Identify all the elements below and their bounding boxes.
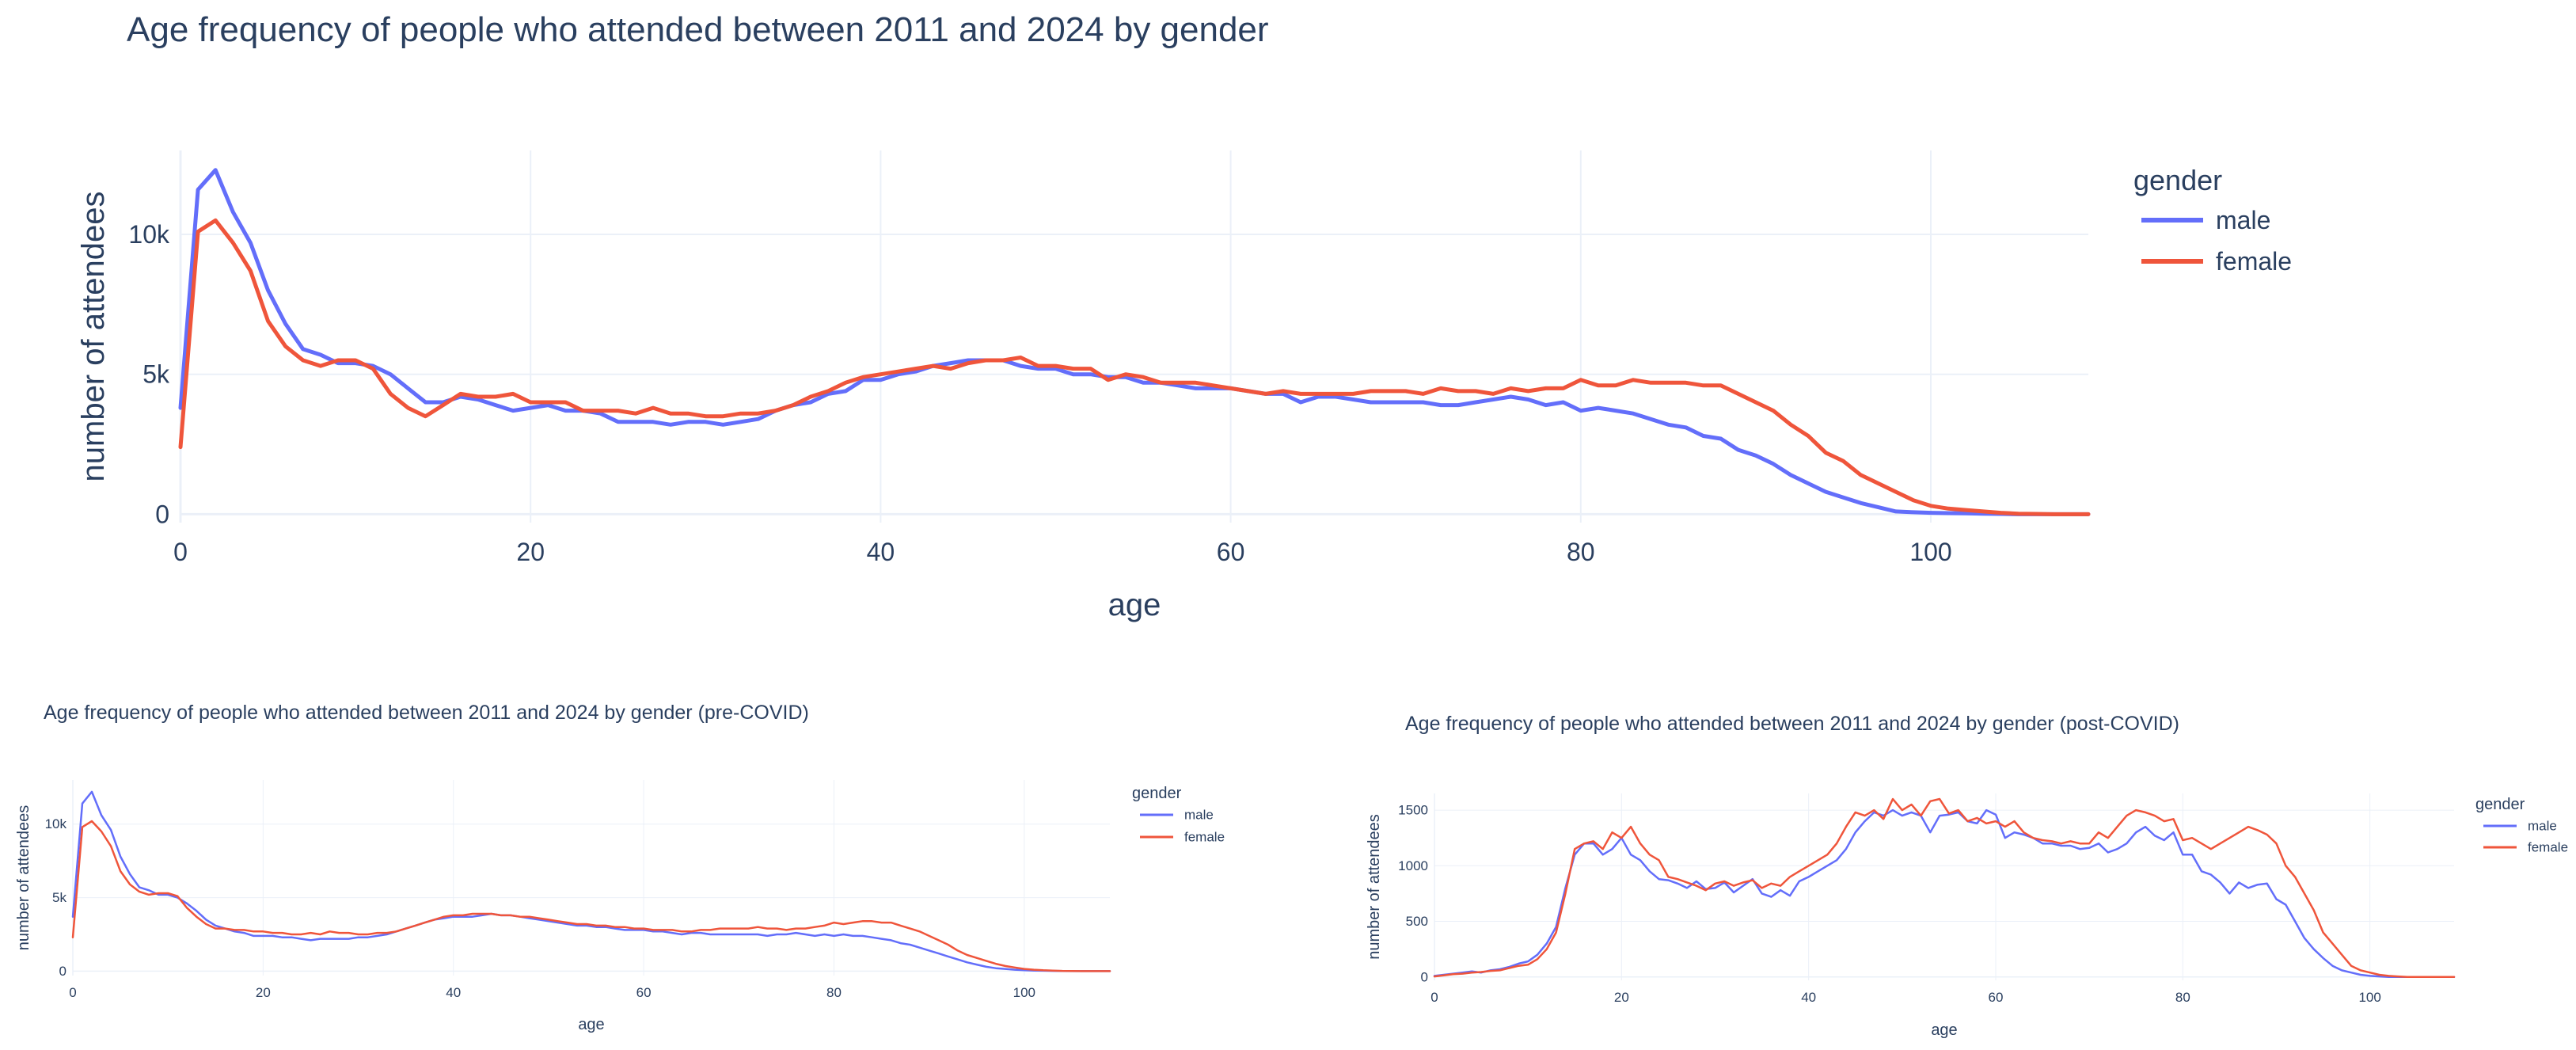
chart-title-post: Age frequency of people who attended bet… [1405, 713, 2179, 735]
y-tick-label: 5k [142, 360, 170, 389]
x-tick-label: 0 [69, 985, 76, 1000]
x-tick-label: 80 [1567, 538, 1595, 566]
x-tick-label: 20 [516, 538, 545, 566]
legend-item-female[interactable]: female [2483, 840, 2568, 855]
x-tick-label: 0 [173, 538, 188, 566]
y-axis-title: number of attendees [76, 192, 111, 482]
legend-label-male: male [1184, 808, 1214, 823]
legend-label-male: male [2216, 206, 2270, 234]
x-tick-label: 100 [1909, 538, 1951, 566]
x-axis-title: age [578, 1016, 604, 1033]
plot-area [73, 780, 1110, 976]
plot-area [1434, 793, 2454, 980]
y-tick-label: 10k [128, 220, 170, 249]
x-tick-label: 80 [826, 985, 842, 1000]
y-tick-label: 0 [1421, 969, 1428, 984]
chart-overall: 0 20 40 60 80 100 0 5k 10k age number of attendees… [76, 150, 2292, 622]
legend-item-male[interactable]: male [1140, 808, 1214, 823]
chart-title-overall: Age frequency of people who attended bet… [127, 10, 1269, 49]
y-tick-label: 0 [59, 964, 66, 979]
y-tick-label: 0 [155, 500, 169, 528]
y-tick-label: 1500 [1398, 803, 1428, 818]
legend-item-male[interactable]: male [2141, 206, 2270, 234]
x-tick-label: 40 [867, 538, 895, 566]
series-line-male [1433, 808, 2456, 979]
x-axis-title: age [1108, 588, 1161, 622]
legend-item-female[interactable]: female [2141, 247, 2292, 276]
legend-item-female[interactable]: female [1140, 830, 1225, 845]
y-axis-title: number of attendees [1366, 814, 1383, 959]
x-tick-label: 40 [446, 985, 461, 1000]
plot-area [180, 150, 2088, 523]
x-tick-label: 100 [1013, 985, 1035, 1000]
legend-label-female: female [1184, 830, 1225, 845]
x-tick-label: 20 [1614, 990, 1629, 1005]
y-tick-label: 500 [1406, 914, 1428, 929]
legend-label-male: male [2528, 819, 2557, 834]
legend-title: gender [1132, 785, 1182, 802]
legend: gender male female [2133, 164, 2292, 276]
series-line-male [178, 168, 2091, 516]
legend-title: gender [2475, 796, 2525, 813]
x-tick-label: 40 [1801, 990, 1816, 1005]
x-tick-label: 100 [2358, 990, 2380, 1005]
y-axis-title: number of attendees [15, 805, 32, 950]
x-axis-title: age [1931, 1021, 1957, 1039]
x-tick-label: 20 [256, 985, 271, 1000]
x-tick-label: 60 [1217, 538, 1245, 566]
series-line-female [178, 218, 2091, 516]
y-tick-label: 1000 [1398, 858, 1428, 873]
x-tick-label: 0 [1430, 990, 1438, 1005]
series-line-female [71, 820, 1111, 972]
legend-title: gender [2133, 164, 2222, 196]
x-tick-label: 60 [636, 985, 652, 1000]
y-tick-label: 10k [45, 816, 67, 831]
x-tick-label: 60 [1989, 990, 2004, 1005]
y-tick-label: 5k [52, 890, 66, 905]
chart-pre: 0 20 40 60 80 100 0 5k 10k age number of attendees… [15, 780, 1225, 1033]
legend-label-female: female [2528, 840, 2568, 855]
chart-title-pre: Age frequency of people who attended bet… [44, 702, 809, 724]
legend-label-female: female [2216, 247, 2292, 276]
x-tick-label: 80 [2175, 990, 2190, 1005]
legend-item-male[interactable]: male [2483, 819, 2557, 834]
series-line-female [1433, 797, 2456, 979]
series-line-male [71, 790, 1111, 972]
